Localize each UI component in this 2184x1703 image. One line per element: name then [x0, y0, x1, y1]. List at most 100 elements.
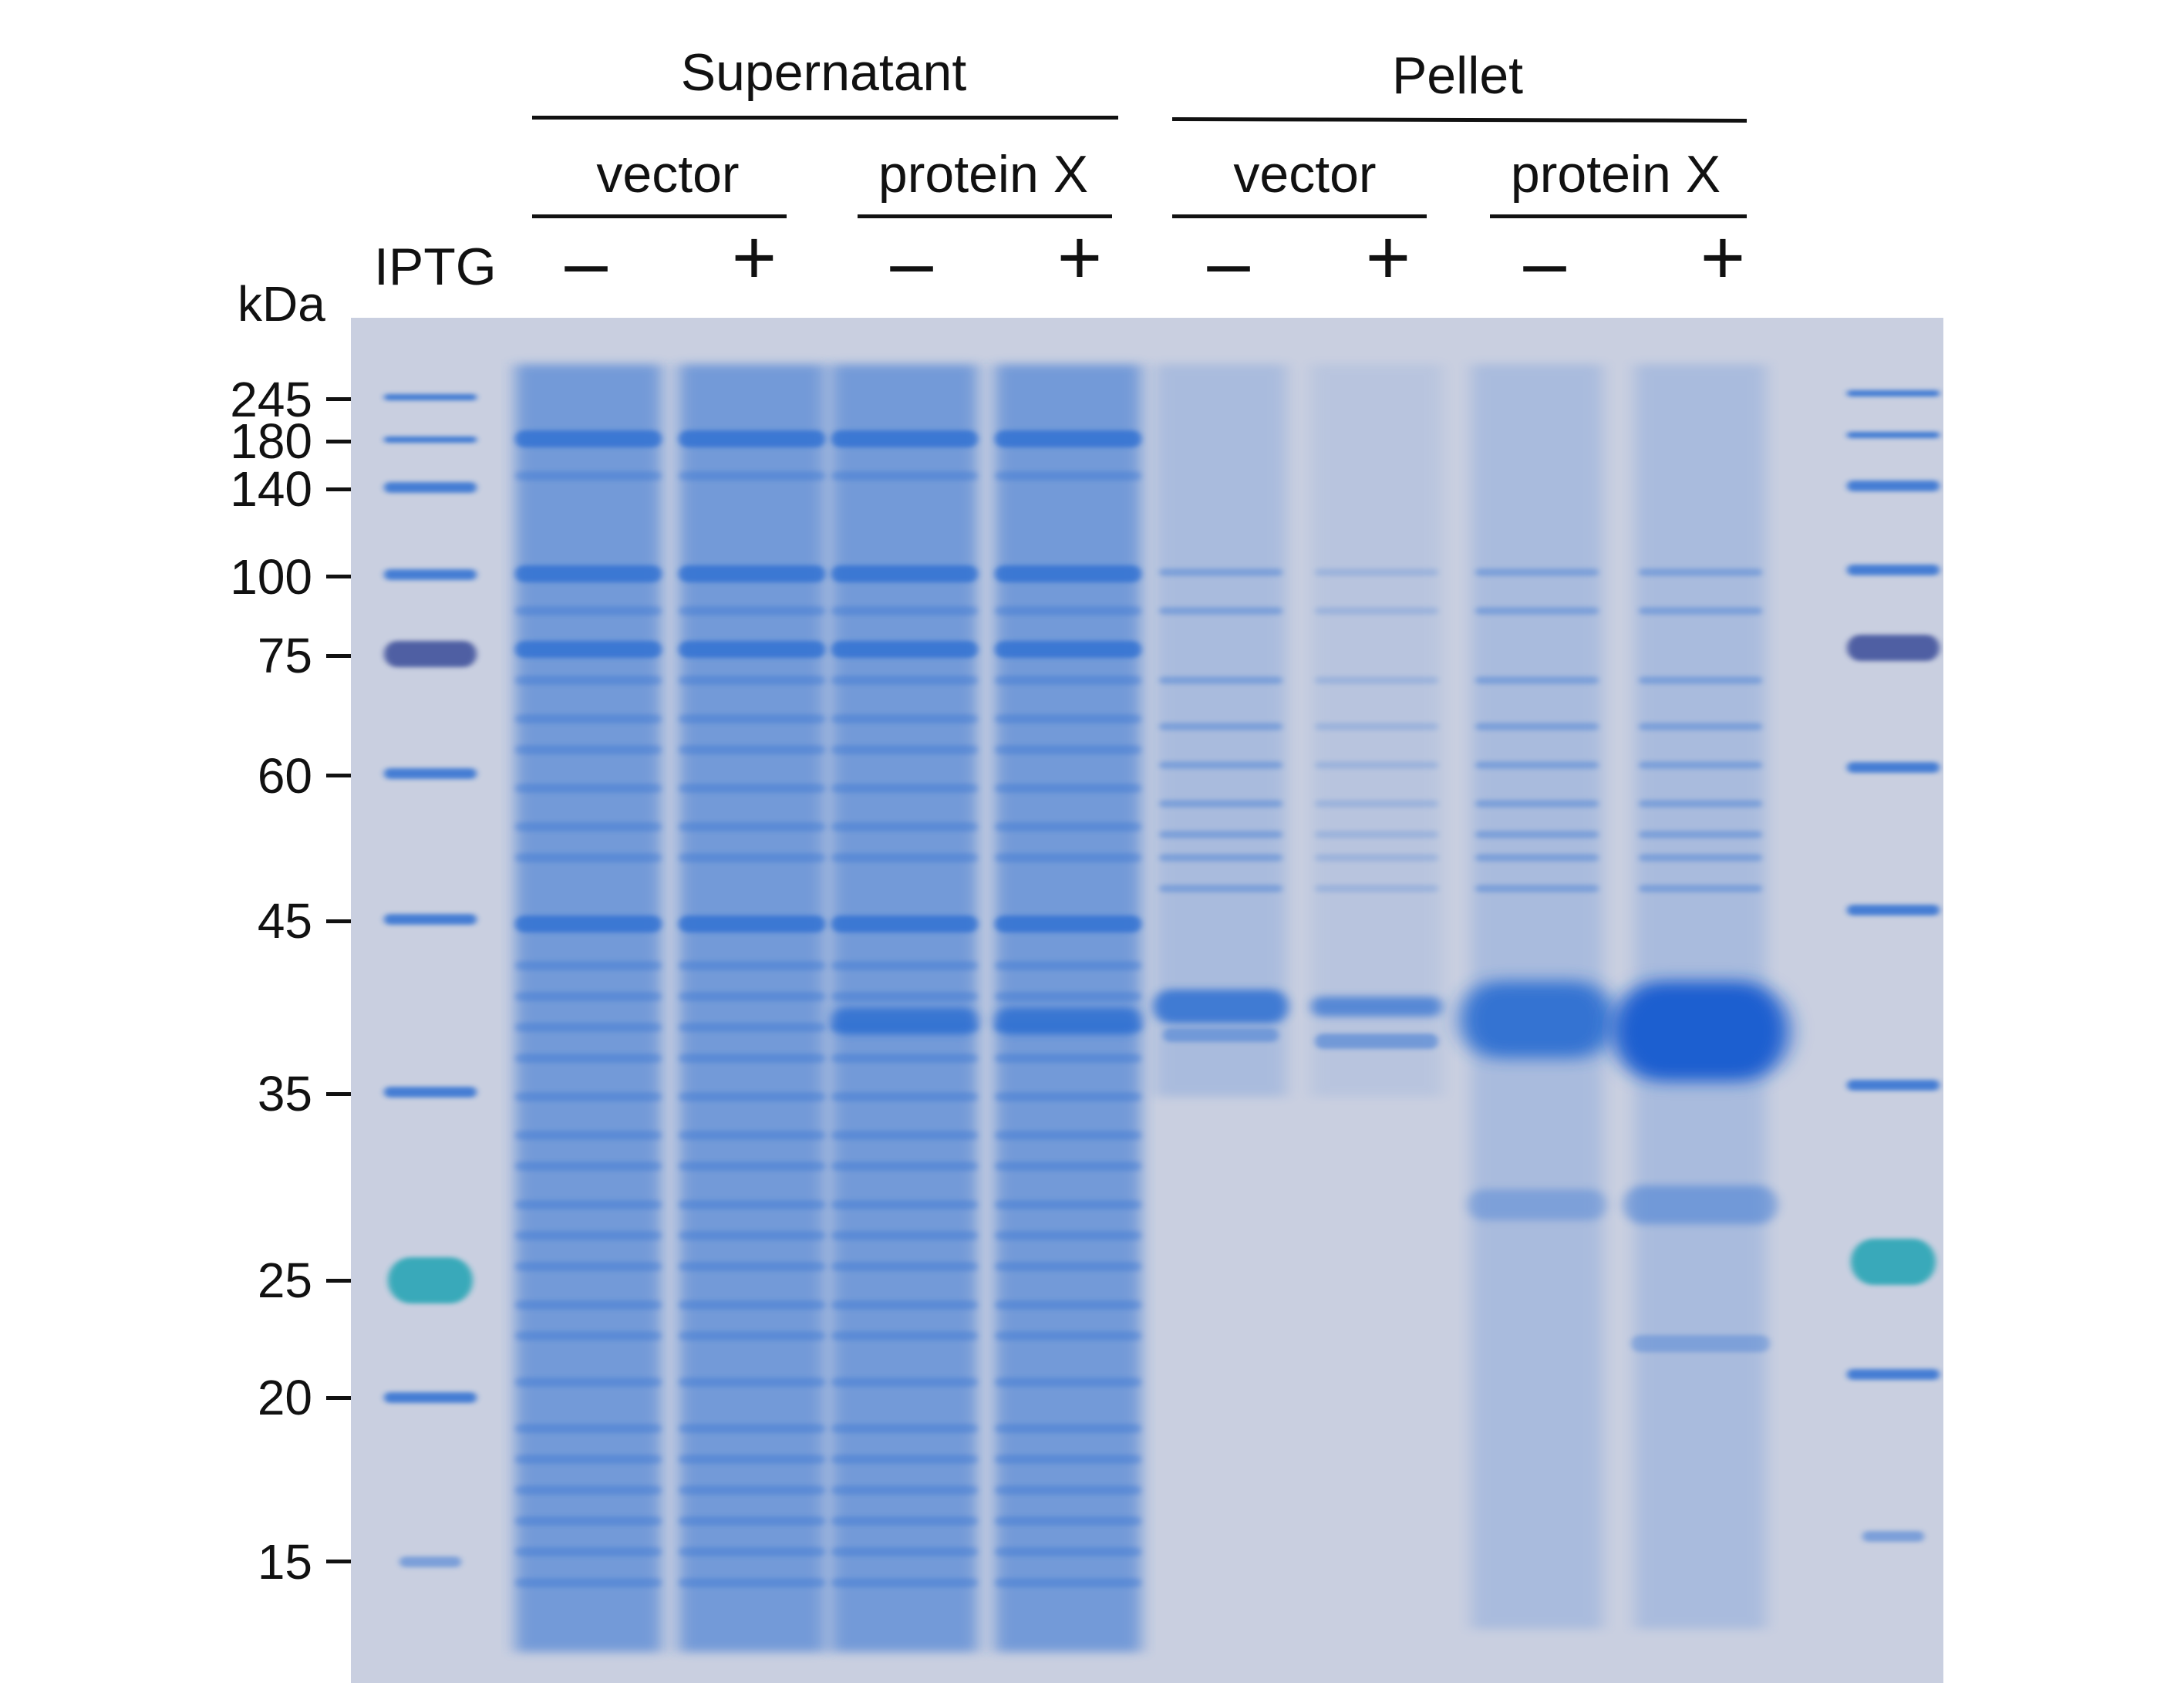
supernatant-band-4-6 — [995, 714, 1141, 723]
supernatant-band-2-26 — [679, 1455, 825, 1464]
supernatant-induced-band-4 — [995, 1008, 1141, 1034]
marker-label-140: 140 — [230, 461, 312, 517]
supernatant-band-1-23 — [515, 1331, 662, 1340]
supernatant-band-3-30 — [831, 1578, 978, 1587]
supernatant-band-2-12 — [679, 961, 825, 970]
supernatant-band-1-28 — [515, 1516, 662, 1526]
supernatant-band-3-3 — [831, 606, 978, 615]
supernatant-band-4-17 — [995, 1131, 1141, 1140]
supernatant-band-4-8 — [995, 784, 1141, 793]
supernatant-band-3-20 — [831, 1231, 978, 1240]
supernatant-band-2-3 — [679, 606, 825, 615]
supernatant-band-3-6 — [831, 714, 978, 723]
pellet-band-2-0 — [1315, 568, 1438, 576]
pellet-band-4-8 — [1639, 885, 1762, 892]
supernatant-band-3-10 — [831, 853, 978, 862]
supernatant-band-2-1 — [679, 471, 825, 481]
supernatant-band-4-13 — [995, 992, 1141, 1001]
supernatant-band-3-18 — [831, 1162, 978, 1171]
supernatant-band-1-19 — [515, 1200, 662, 1209]
supernatant-band-2-0 — [679, 430, 825, 447]
marker-tick-45 — [326, 919, 352, 923]
supernatant-band-2-24 — [679, 1378, 825, 1387]
ladder-band-right-9 — [1847, 1369, 1940, 1380]
pellet-band-2-5 — [1315, 800, 1438, 808]
ladder-band-left-7 — [384, 1087, 477, 1098]
pellet-band-3-2 — [1475, 676, 1599, 684]
supernatant-band-1-4 — [515, 641, 662, 658]
pellet-band-4-5 — [1639, 800, 1762, 808]
marker-label-60: 60 — [257, 748, 312, 804]
supernatant-band-4-25 — [995, 1424, 1141, 1433]
supernatant-band-3-8 — [831, 784, 978, 793]
supernatant-band-4-26 — [995, 1455, 1141, 1464]
supernatant-band-1-29 — [515, 1547, 662, 1556]
pellet-band-2-1 — [1315, 607, 1438, 615]
supernatant-band-1-27 — [515, 1485, 662, 1495]
subgroup-label-pel-protein-x: protein X — [1510, 145, 1721, 204]
subgroup-rule-pel-protein-x — [1490, 214, 1747, 218]
ladder-band-left-2 — [384, 482, 477, 493]
supernatant-band-2-27 — [679, 1485, 825, 1495]
supernatant-band-3-1 — [831, 471, 978, 481]
supernatant-band-3-27 — [831, 1485, 978, 1495]
ladder-band-left-4 — [384, 641, 477, 667]
supernatant-band-4-23 — [995, 1331, 1141, 1340]
supernatant-band-3-23 — [831, 1331, 978, 1340]
supernatant-band-4-0 — [995, 430, 1141, 447]
pellet-band-1-1 — [1159, 607, 1282, 615]
supernatant-band-1-17 — [515, 1131, 662, 1140]
supernatant-band-2-22 — [679, 1300, 825, 1310]
supernatant-band-1-18 — [515, 1162, 662, 1171]
supernatant-band-2-23 — [679, 1331, 825, 1340]
subgroup-label-sup-protein-x: protein X — [878, 145, 1089, 204]
ladder-band-left-8 — [388, 1257, 473, 1303]
pellet-band-4-1 — [1639, 607, 1762, 615]
supernatant-band-1-26 — [515, 1455, 662, 1464]
supernatant-band-2-13 — [679, 992, 825, 1001]
ladder-band-right-5 — [1847, 762, 1940, 773]
marker-tick-100 — [326, 575, 352, 578]
iptg-label: IPTG — [374, 238, 497, 296]
marker-label-45: 45 — [257, 893, 312, 949]
supernatant-band-2-18 — [679, 1162, 825, 1171]
pellet-band-3-4 — [1475, 761, 1599, 769]
supernatant-band-1-0 — [515, 430, 662, 447]
marker-label-25: 25 — [257, 1253, 312, 1308]
supernatant-band-3-13 — [831, 992, 978, 1001]
marker-label-15: 15 — [257, 1534, 312, 1590]
ladder-band-right-7 — [1847, 1080, 1940, 1091]
marker-tick-140 — [326, 487, 352, 491]
supernatant-band-1-6 — [515, 714, 662, 723]
ladder-band-left-5 — [384, 768, 477, 779]
supernatant-band-1-22 — [515, 1300, 662, 1310]
pellet-band-3-5 — [1475, 800, 1599, 808]
supernatant-band-2-10 — [679, 853, 825, 862]
supernatant-band-4-24 — [995, 1378, 1141, 1387]
iptg-sign-lane-6: – — [1207, 219, 1250, 305]
supernatant-band-3-17 — [831, 1131, 978, 1140]
ladder-band-right-1 — [1847, 432, 1940, 438]
supernatant-band-2-16 — [679, 1092, 825, 1101]
supernatant-band-2-4 — [679, 641, 825, 658]
supernatant-band-2-17 — [679, 1131, 825, 1140]
ladder-band-left-1 — [384, 437, 477, 443]
supernatant-band-4-10 — [995, 853, 1141, 862]
supernatant-band-3-19 — [831, 1200, 978, 1209]
pellet-band-2-2 — [1315, 676, 1438, 684]
pellet-band-4-7 — [1639, 854, 1762, 862]
pellet-band-2-4 — [1315, 761, 1438, 769]
pellet-band-1-5 — [1159, 800, 1282, 808]
supernatant-band-3-21 — [831, 1262, 978, 1271]
marker-tick-245 — [326, 397, 352, 401]
supernatant-band-2-6 — [679, 714, 825, 723]
supernatant-band-1-8 — [515, 784, 662, 793]
gel-image — [351, 318, 1943, 1683]
pellet-band-3-1 — [1475, 607, 1599, 615]
iptg-sign-lane-8: – — [1523, 219, 1566, 305]
pellet-band-3-0 — [1475, 568, 1599, 576]
supernatant-band-1-20 — [515, 1231, 662, 1240]
subgroup-rule-sup-vector — [532, 214, 787, 218]
supernatant-band-1-12 — [515, 961, 662, 970]
marker-label-245: 245 — [230, 372, 312, 427]
